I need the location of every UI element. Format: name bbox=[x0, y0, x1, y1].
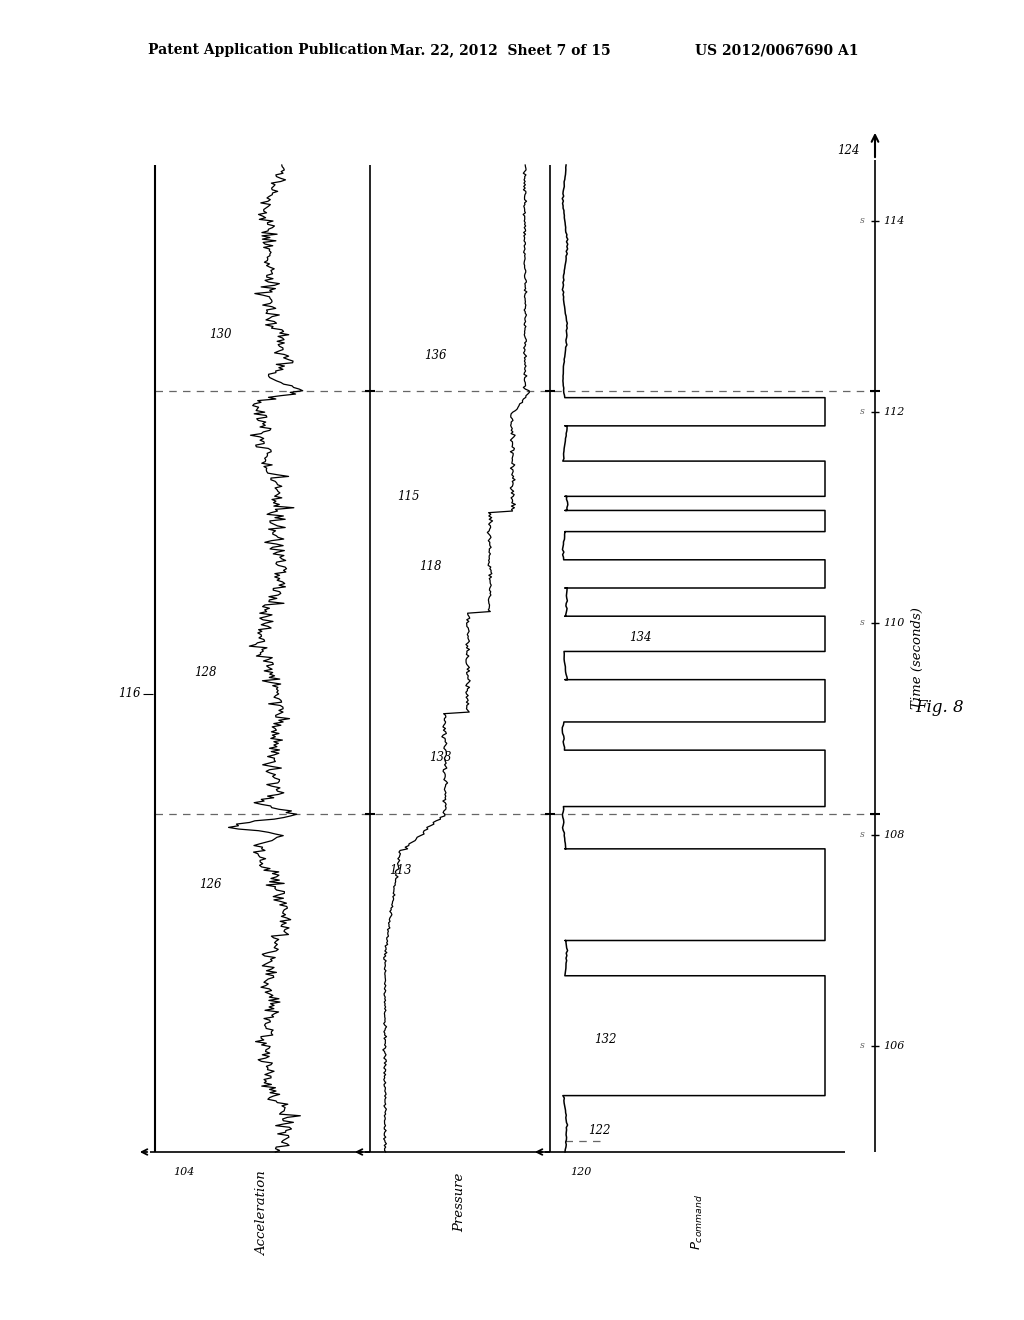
Text: 110: 110 bbox=[883, 618, 904, 628]
Text: S: S bbox=[860, 1043, 865, 1051]
Text: 118: 118 bbox=[419, 561, 441, 573]
Text: Time (seconds): Time (seconds) bbox=[910, 607, 924, 709]
Text: US 2012/0067690 A1: US 2012/0067690 A1 bbox=[695, 44, 858, 57]
Text: Patent Application Publication: Patent Application Publication bbox=[148, 44, 388, 57]
Text: 113: 113 bbox=[389, 863, 412, 876]
Text: Mar. 22, 2012  Sheet 7 of 15: Mar. 22, 2012 Sheet 7 of 15 bbox=[390, 44, 610, 57]
Text: 134: 134 bbox=[629, 631, 651, 644]
Text: 115: 115 bbox=[396, 490, 419, 503]
Text: 108: 108 bbox=[883, 830, 904, 840]
Text: 122: 122 bbox=[588, 1125, 610, 1138]
Text: 133: 133 bbox=[429, 751, 452, 764]
Text: S: S bbox=[860, 218, 865, 226]
Text: 106: 106 bbox=[883, 1041, 904, 1051]
Text: S: S bbox=[860, 830, 865, 838]
Text: S: S bbox=[860, 619, 865, 627]
Text: 112: 112 bbox=[883, 407, 904, 417]
Text: 128: 128 bbox=[194, 667, 216, 678]
Text: 136: 136 bbox=[424, 348, 446, 362]
Text: Acceleration: Acceleration bbox=[256, 1172, 269, 1257]
Text: S: S bbox=[860, 408, 865, 416]
Text: 116: 116 bbox=[119, 688, 141, 700]
Text: 104: 104 bbox=[173, 1167, 195, 1177]
Text: 130: 130 bbox=[209, 327, 231, 341]
Text: Pressure: Pressure bbox=[454, 1172, 467, 1232]
Text: 114: 114 bbox=[883, 216, 904, 227]
Text: Fig. 8: Fig. 8 bbox=[915, 700, 965, 717]
Text: 132: 132 bbox=[594, 1032, 616, 1045]
Text: 120: 120 bbox=[570, 1167, 592, 1177]
Text: 126: 126 bbox=[199, 878, 221, 891]
Text: 124: 124 bbox=[838, 144, 860, 157]
Text: $\mathit{P_{command}}$: $\mathit{P_{command}}$ bbox=[690, 1193, 706, 1250]
